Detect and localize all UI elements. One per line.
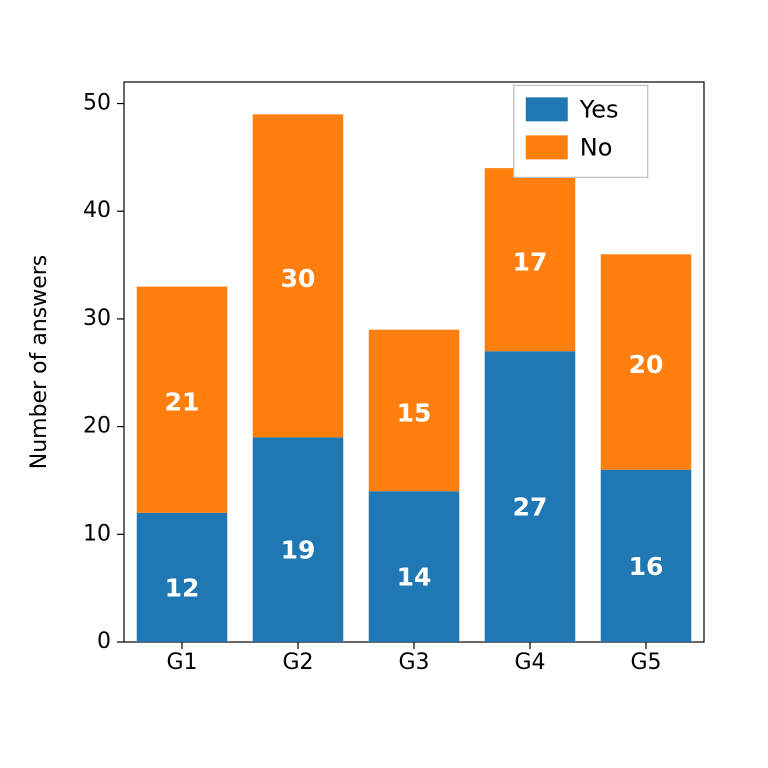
bar-value-label: 19 <box>281 536 316 565</box>
legend-swatch <box>526 135 568 159</box>
legend-label: No <box>580 133 613 161</box>
chart-container: 0 10 20 30 40 50 G1 G2 G3 G4 G5 Number of answers… <box>0 0 768 768</box>
x-tick-label: G5 <box>630 650 661 675</box>
y-tick-label: 0 <box>97 629 111 654</box>
legend-swatch <box>526 97 568 121</box>
x-tick-label: G4 <box>514 650 545 675</box>
y-tick-label: 10 <box>83 521 111 546</box>
x-tick-label: G2 <box>282 650 313 675</box>
bar-value-label: 30 <box>281 264 316 293</box>
y-axis-label: Number of answers <box>27 255 52 470</box>
bar-value-label: 21 <box>165 388 200 417</box>
y-tick-label: 20 <box>83 414 111 439</box>
x-tick-label: G1 <box>166 650 197 675</box>
bar-value-label: 12 <box>165 573 200 602</box>
bar-value-label: 15 <box>397 398 432 427</box>
y-tick-label: 30 <box>83 306 111 331</box>
legend: Yes No <box>514 85 648 177</box>
bar-value-label: 20 <box>629 350 664 379</box>
legend-label: Yes <box>579 95 619 123</box>
chart-svg: 0 10 20 30 40 50 G1 G2 G3 G4 G5 Number of answers… <box>0 0 768 768</box>
bar-value-label: 17 <box>513 248 548 277</box>
bar-value-label: 14 <box>397 563 432 592</box>
x-tick-label: G3 <box>398 650 429 675</box>
bar-value-label: 16 <box>629 552 664 581</box>
bar-value-label: 27 <box>513 493 548 522</box>
y-tick-label: 40 <box>83 198 111 223</box>
y-tick-label: 50 <box>83 91 111 116</box>
